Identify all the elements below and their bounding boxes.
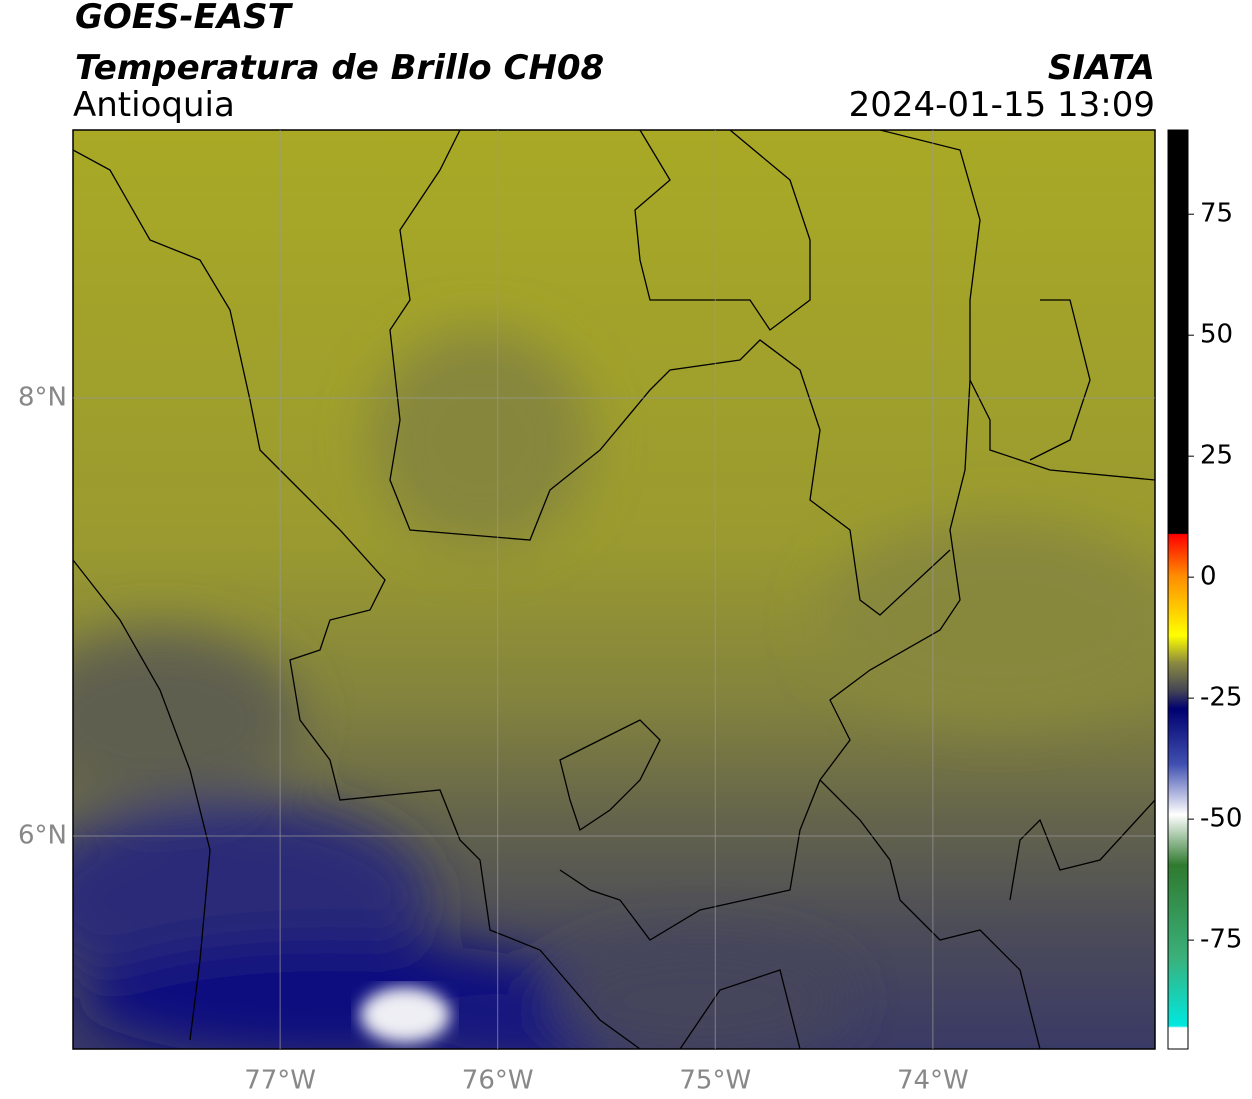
y-tick-label: 6°N <box>18 820 67 850</box>
colorbar-tick-label: 75 <box>1200 199 1233 229</box>
x-tick-label: 74°W <box>897 1066 969 1096</box>
colorbar-tick-label: -75 <box>1200 925 1242 955</box>
colorbar-tick-label: 50 <box>1200 320 1233 350</box>
x-tick-label: 75°W <box>679 1066 751 1096</box>
colorbar-tick-label: -50 <box>1200 804 1242 834</box>
map-field <box>73 130 1155 1049</box>
title: GOES-EAST <box>75 0 294 37</box>
borders <box>73 130 1155 1049</box>
colorbar-tick-label: 25 <box>1200 441 1233 471</box>
region: Antioquia <box>73 85 235 125</box>
colorbar-tick-label: -25 <box>1200 683 1242 713</box>
colorbar-tick-label: 0 <box>1200 562 1217 592</box>
x-tick-label: 76°W <box>462 1066 534 1096</box>
map-frame <box>72 129 1156 1050</box>
colorbar <box>1167 129 1189 1050</box>
subtitle: Temperatura de Brillo CH08 <box>75 48 604 88</box>
y-tick-label: 8°N <box>18 383 67 413</box>
datetime: 2024-01-15 13:09 <box>849 85 1155 125</box>
source: SIATA <box>1048 48 1155 88</box>
x-tick-label: 77°W <box>244 1066 316 1096</box>
